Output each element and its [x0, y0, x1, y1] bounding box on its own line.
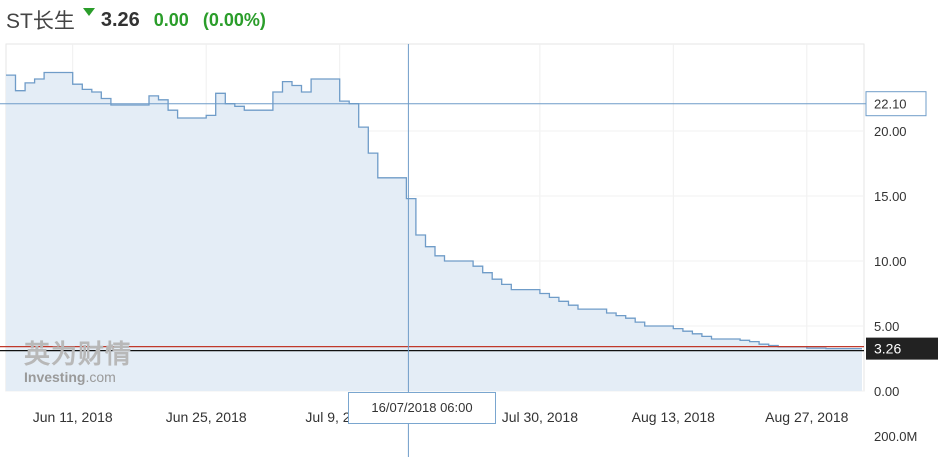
crosshair-value-label: 22.10: [874, 97, 907, 112]
price-change: 0.00: [153, 9, 189, 30]
last-price-label: 3.26: [874, 341, 901, 357]
quote-header: ST长生 3.26 0.00 (0.00%): [6, 6, 266, 34]
x-tick-label: Aug 27, 2018: [765, 409, 849, 425]
last-price-label-bg: [866, 337, 938, 360]
y-tick-label: 20.00: [874, 124, 907, 139]
price-line: [6, 71, 862, 350]
price-area: [6, 72, 862, 391]
crosshair-value-box: [865, 91, 927, 117]
y-tick-label: 5.00: [874, 319, 899, 334]
crosshair-date-tooltip: 16/07/2018 06:00: [348, 392, 496, 424]
y-tick-label: 10.00: [874, 254, 907, 269]
last-price: 3.26: [100, 8, 140, 31]
stock-name: ST长生: [6, 10, 75, 33]
triangle-down-icon: [82, 8, 95, 16]
x-tick-label: Jul 30, 2018: [502, 409, 578, 425]
x-tick-label: Jun 25, 2018: [166, 409, 247, 425]
x-tick-label: Jun 11, 2018: [33, 409, 113, 425]
y-tick-label: 0.00: [874, 384, 899, 399]
volume-axis-label: 200.0M: [874, 429, 917, 444]
y-tick-label: 15.00: [874, 189, 907, 204]
x-tick-label: Aug 13, 2018: [632, 409, 716, 425]
price-change-percent: (0.00%): [202, 9, 266, 30]
